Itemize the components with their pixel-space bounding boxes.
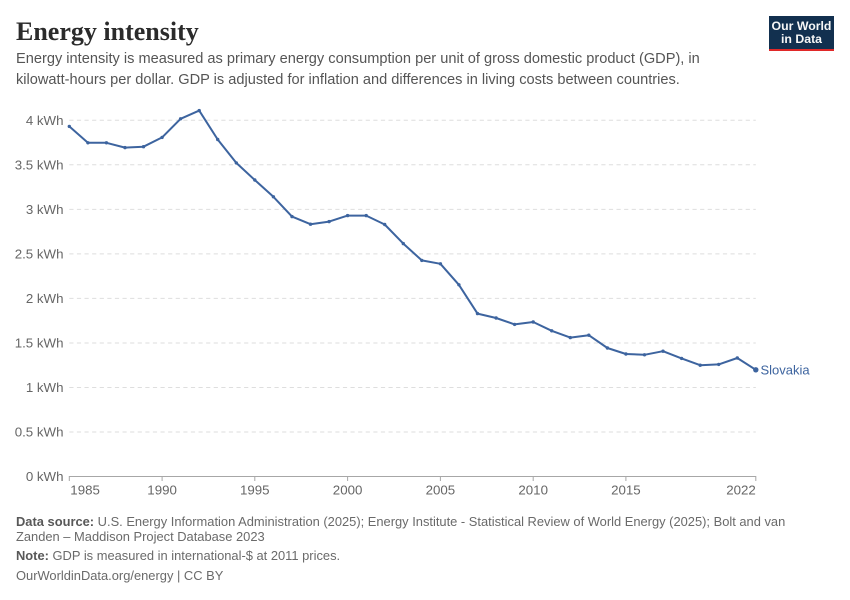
svg-text:1985: 1985 <box>70 483 100 498</box>
svg-text:0.5 kWh: 0.5 kWh <box>15 425 64 440</box>
svg-text:3.5 kWh: 3.5 kWh <box>15 157 64 172</box>
svg-text:2015: 2015 <box>611 483 641 498</box>
svg-text:0 kWh: 0 kWh <box>26 469 64 484</box>
svg-text:1.5 kWh: 1.5 kWh <box>15 336 64 351</box>
svg-text:1 kWh: 1 kWh <box>26 380 64 395</box>
svg-text:Slovakia: Slovakia <box>761 363 811 378</box>
svg-text:1995: 1995 <box>240 483 270 498</box>
svg-text:3 kWh: 3 kWh <box>26 202 64 217</box>
svg-text:2005: 2005 <box>426 483 456 498</box>
svg-text:2000: 2000 <box>333 483 363 498</box>
svg-text:2 kWh: 2 kWh <box>26 291 64 306</box>
svg-text:4 kWh: 4 kWh <box>26 113 64 128</box>
svg-text:2010: 2010 <box>518 483 548 498</box>
svg-text:2022: 2022 <box>726 483 756 498</box>
svg-text:1990: 1990 <box>147 483 177 498</box>
svg-text:2.5 kWh: 2.5 kWh <box>15 246 64 261</box>
